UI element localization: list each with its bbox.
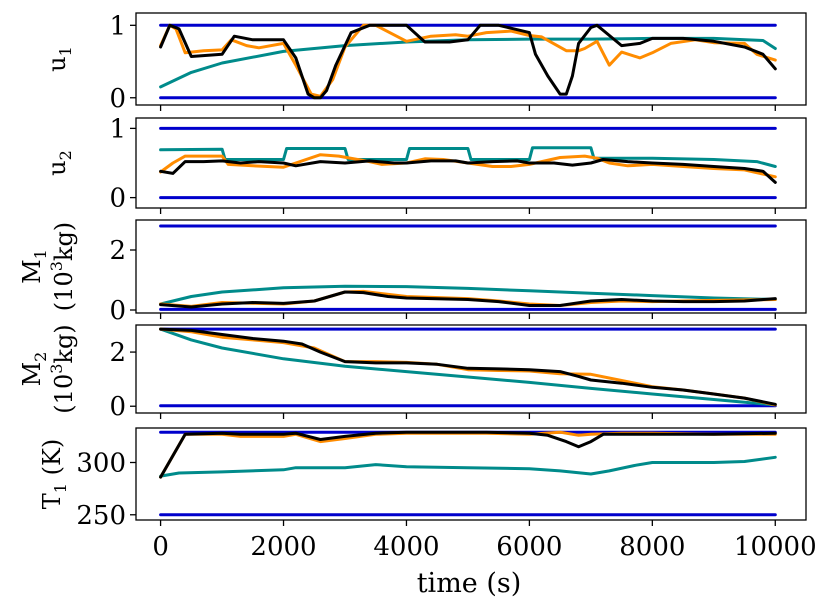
panel-2: 0 1 u2 — [43, 114, 807, 214]
panel-3: 0 2 M1(103kg) — [18, 219, 807, 326]
panel-1-series-5 — [159, 23, 777, 100]
panel-4-frame — [135, 324, 807, 414]
panel-1: 0 1 u1 — [43, 11, 807, 114]
xtick-label-4: 6000 — [496, 532, 562, 562]
panel-5-ytick-label-2: 300 — [76, 449, 126, 479]
xtick-label-5: 8000 — [619, 532, 685, 562]
panel-1-ytick-label-1: 0 — [109, 84, 126, 114]
panel-2-series-3 — [159, 146, 777, 168]
panel-1-ylabel: u1 — [43, 46, 75, 72]
panel-4-ytick-label-2: 2 — [109, 338, 126, 368]
panel-3-series-3 — [159, 284, 777, 306]
panel-4-ylabel-line-1: M2 — [18, 352, 50, 387]
panel-4-series-5 — [159, 327, 777, 406]
panel-5-series-5 — [159, 430, 777, 479]
panel-2-series-5 — [159, 158, 777, 184]
panel-5-ytick-label-1: 250 — [76, 501, 126, 531]
xtick-label-1: 0 — [152, 532, 169, 562]
panel-2-frame — [135, 117, 807, 209]
panel-3-ylabel-line-2: (103kg) — [47, 222, 78, 311]
panel-5-frame — [135, 427, 807, 521]
xtick-label-2: 2000 — [250, 532, 316, 562]
panel-4: 0 2 M2(103kg) — [18, 324, 807, 422]
panel-1-frame — [135, 12, 807, 106]
panel-3-series-5 — [159, 290, 777, 309]
panel-5-ylabel: T1 (K) — [38, 439, 70, 510]
panel-2-ytick-label-2: 1 — [109, 114, 126, 144]
panel-3-ylabel-line-1: M1 — [18, 249, 50, 284]
x-axis-label: time (s) — [417, 568, 522, 599]
panel-5-series-3 — [159, 455, 777, 478]
panel-3-frame — [135, 219, 807, 314]
xtick-label-3: 4000 — [373, 532, 439, 562]
panel-3-ytick-label-2: 2 — [109, 236, 126, 266]
panel-1-series-4 — [159, 23, 777, 98]
panel-4-series-3 — [159, 327, 777, 407]
xtick-label-6: 10000 — [734, 532, 817, 562]
panel-3-ytick-label-1: 0 — [109, 296, 126, 326]
panel-1-ytick-label-2: 1 — [109, 11, 126, 41]
panel-4-ytick-label-1: 0 — [109, 392, 126, 422]
panel-2-ylabel: u2 — [43, 150, 75, 176]
panel-4-ylabel-line-2: (103kg) — [47, 324, 78, 413]
panel-2-ytick-label-1: 0 — [109, 184, 126, 214]
